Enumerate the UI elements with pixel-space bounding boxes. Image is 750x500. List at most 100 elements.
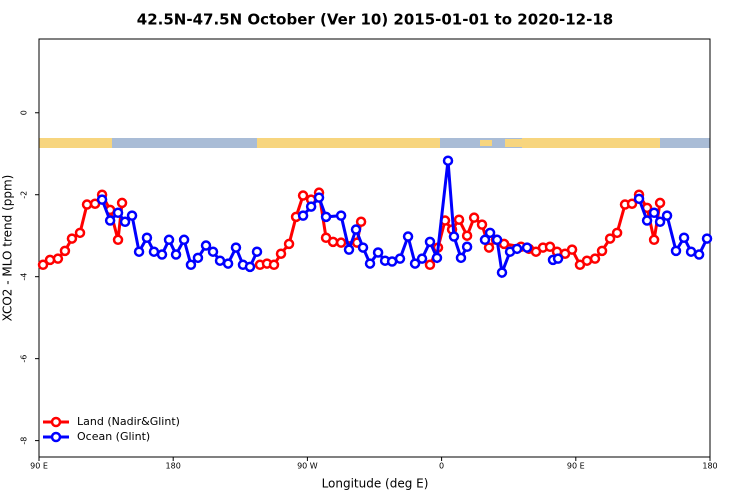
data-point bbox=[589, 253, 601, 264]
data-point bbox=[222, 258, 234, 269]
data-point bbox=[468, 212, 480, 223]
legend-label: Land (Nadir&Glint) bbox=[77, 415, 180, 428]
data-point bbox=[313, 192, 325, 203]
data-point bbox=[670, 245, 682, 257]
data-point bbox=[244, 261, 256, 273]
y-tick-label: -6 bbox=[20, 355, 29, 363]
data-point bbox=[170, 249, 182, 260]
data-point bbox=[163, 234, 175, 246]
data-point bbox=[461, 230, 473, 241]
data-point bbox=[483, 242, 495, 253]
data-point bbox=[484, 227, 496, 239]
data-point bbox=[701, 233, 713, 244]
data-point bbox=[327, 236, 339, 248]
data-point bbox=[119, 216, 131, 228]
data-point bbox=[604, 233, 616, 244]
data-point bbox=[678, 232, 690, 244]
data-point bbox=[343, 244, 355, 255]
y-tick-label: -2 bbox=[20, 191, 29, 199]
data-point bbox=[96, 194, 108, 205]
data-point bbox=[581, 255, 593, 266]
data-point bbox=[442, 155, 454, 166]
data-point bbox=[116, 197, 128, 209]
data-point bbox=[496, 267, 508, 278]
data-point bbox=[394, 253, 406, 264]
land-mask-strip bbox=[39, 138, 710, 148]
data-point bbox=[424, 259, 436, 271]
data-point bbox=[685, 246, 697, 257]
data-point bbox=[37, 259, 49, 271]
data-point bbox=[453, 214, 465, 225]
data-point bbox=[335, 210, 347, 221]
data-point bbox=[251, 246, 263, 257]
data-point bbox=[661, 210, 673, 221]
data-point bbox=[491, 234, 503, 246]
data-point bbox=[409, 258, 421, 269]
data-point bbox=[693, 249, 705, 260]
data-point bbox=[112, 234, 124, 246]
y-tick-label: -8 bbox=[20, 437, 29, 445]
data-point bbox=[305, 201, 317, 212]
data-point bbox=[207, 246, 219, 257]
x-axis-label: Longitude (deg E) bbox=[322, 477, 429, 491]
data-point bbox=[357, 242, 369, 253]
data-point bbox=[648, 234, 660, 246]
legend-label: Ocean (Glint) bbox=[77, 430, 150, 443]
data-point bbox=[297, 210, 309, 221]
data-point bbox=[66, 233, 78, 244]
data-point bbox=[431, 252, 443, 264]
data-point bbox=[52, 253, 64, 264]
data-point bbox=[126, 210, 138, 221]
legend-marker bbox=[50, 416, 62, 428]
x-tick-label: 180 bbox=[702, 462, 717, 471]
data-point bbox=[141, 232, 153, 244]
land-strip bbox=[39, 138, 112, 148]
x-tick-label: 180 bbox=[166, 462, 181, 471]
data-point bbox=[156, 249, 168, 260]
chart-title: 42.5N-47.5N October (Ver 10) 2015-01-01 … bbox=[137, 11, 613, 29]
data-point bbox=[81, 199, 93, 210]
data-point bbox=[448, 231, 460, 242]
data-point bbox=[214, 255, 226, 266]
data-point bbox=[355, 216, 367, 228]
data-point bbox=[364, 258, 376, 269]
data-point bbox=[654, 216, 666, 228]
data-point bbox=[297, 190, 309, 201]
data-point bbox=[350, 224, 362, 235]
data-point bbox=[633, 193, 645, 205]
data-point bbox=[544, 241, 556, 253]
data-point bbox=[185, 259, 197, 271]
land-strip bbox=[505, 139, 522, 147]
land-strip bbox=[522, 138, 660, 148]
data-point bbox=[283, 238, 295, 250]
plot-frame bbox=[38, 38, 711, 458]
data-point bbox=[479, 234, 491, 246]
data-point bbox=[626, 198, 638, 209]
x-tick-label: 90 E bbox=[567, 462, 585, 471]
data-point bbox=[133, 246, 145, 257]
land-strip bbox=[257, 138, 440, 148]
legend-marker bbox=[50, 431, 62, 443]
y-tick-label: -4 bbox=[20, 273, 29, 281]
data-point bbox=[654, 197, 666, 209]
data-point bbox=[74, 227, 86, 239]
data-point bbox=[200, 240, 212, 251]
data-point bbox=[112, 207, 124, 219]
data-point bbox=[230, 242, 242, 253]
data-point bbox=[461, 241, 473, 253]
y-tick-label: 0 bbox=[20, 110, 29, 115]
y-axis-label: XCO2 - MLO trend (ppm) bbox=[1, 175, 15, 322]
data-point bbox=[552, 253, 564, 264]
data-point bbox=[192, 252, 204, 264]
data-point bbox=[521, 242, 533, 253]
data-point bbox=[178, 234, 190, 246]
data-point bbox=[424, 236, 436, 248]
data-point bbox=[148, 246, 160, 257]
x-tick-label: 90 W bbox=[297, 462, 318, 471]
data-point bbox=[275, 248, 287, 259]
data-point bbox=[320, 211, 332, 223]
x-tick-label: 90 E bbox=[30, 462, 48, 471]
data-point bbox=[402, 231, 414, 242]
data-point bbox=[104, 215, 116, 226]
